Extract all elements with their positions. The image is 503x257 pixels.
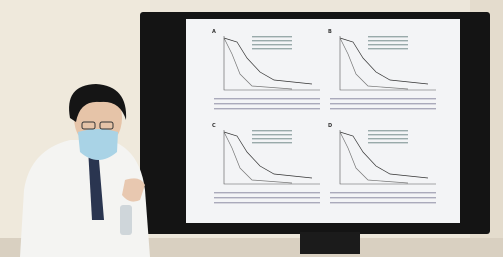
text-line xyxy=(252,138,292,139)
monitor-stand xyxy=(300,232,360,254)
panel-label: A xyxy=(212,29,216,35)
text-line xyxy=(368,138,408,139)
text-line xyxy=(368,134,408,135)
text-line xyxy=(252,130,292,131)
table-row xyxy=(214,202,320,203)
scene: A B C D xyxy=(0,0,503,257)
table-row xyxy=(330,98,436,99)
text-line xyxy=(252,134,292,135)
text-line xyxy=(368,36,408,37)
text-line xyxy=(252,48,292,49)
table-row xyxy=(330,108,436,109)
table-row xyxy=(214,103,320,104)
table-row xyxy=(330,192,436,193)
text-line xyxy=(252,44,292,45)
panel-label: C xyxy=(212,123,216,129)
table-row xyxy=(214,197,320,198)
text-line xyxy=(252,36,292,37)
table-row xyxy=(330,202,436,203)
table-row xyxy=(214,108,320,109)
table-row xyxy=(330,103,436,104)
table-row xyxy=(214,98,320,99)
table-row xyxy=(330,197,436,198)
panel-label: B xyxy=(328,29,332,35)
text-line xyxy=(368,130,408,131)
text-line xyxy=(368,44,408,45)
text-line xyxy=(368,142,408,143)
device xyxy=(120,205,132,235)
text-line xyxy=(368,48,408,49)
page: {"screen": {"panels": [{"label": "A"}, {… xyxy=(0,0,503,257)
text-line xyxy=(368,40,408,41)
text-line xyxy=(252,142,292,143)
text-line xyxy=(252,40,292,41)
table-row xyxy=(214,192,320,193)
panel-label: D xyxy=(328,123,332,129)
